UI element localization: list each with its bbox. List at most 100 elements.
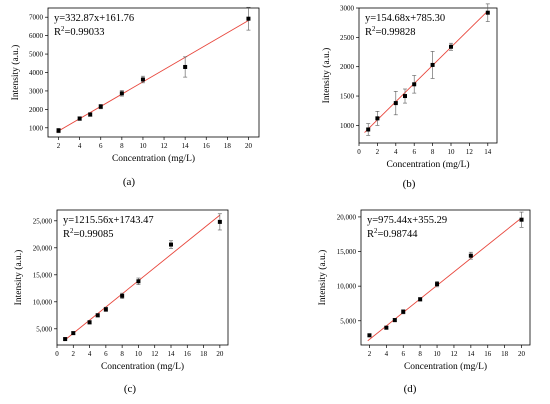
data-point — [183, 64, 188, 69]
r-squared-sup: 2 — [374, 227, 378, 235]
y-tick-label: 2500 — [340, 34, 355, 42]
plot-frame — [360, 209, 531, 346]
data-point — [366, 127, 371, 132]
x-tick-label: 8 — [120, 142, 124, 150]
data-point — [485, 10, 490, 15]
x-axis-label: Concentration (mg/L) — [386, 159, 469, 170]
r-squared: R2=0.99085 — [63, 227, 114, 240]
data-point — [71, 331, 76, 336]
r-squared-sup: 2 — [70, 227, 74, 235]
panel-label: (c) — [124, 383, 137, 395]
x-tick-label: 10 — [135, 350, 143, 358]
y-tick-label: 15,000 — [337, 248, 357, 256]
y-tick-label: 2000 — [29, 106, 44, 114]
panel-label: (a) — [123, 176, 136, 188]
y-tick-label: 2000 — [340, 63, 355, 71]
x-tick-label: 10 — [434, 350, 442, 358]
x-tick-label: 10 — [448, 148, 456, 156]
data-point — [418, 297, 423, 302]
data-point — [403, 94, 407, 99]
x-tick-label: 12 — [161, 142, 169, 150]
x-tick-label: 4 — [88, 350, 92, 358]
plot-frame — [358, 7, 498, 144]
r-squared: R2=0.98744 — [367, 227, 418, 240]
x-axis-label: Concentration (mg/L) — [112, 153, 195, 164]
y-tick-label: 5,000 — [36, 325, 52, 333]
y-tick-label: 3000 — [340, 5, 355, 13]
x-tick-label: 12 — [466, 148, 474, 156]
r-squared-prefix: R — [367, 229, 374, 240]
fit-equation: y=154.68x+785.30 — [365, 13, 445, 24]
x-tick-label: 6 — [402, 350, 406, 358]
data-point — [169, 242, 173, 247]
panel-label: (d) — [404, 383, 417, 395]
data-point — [87, 320, 92, 325]
y-tick-label: 4000 — [29, 69, 44, 77]
chart-panel-2: 0 2 4 6 8 10 12 14 1000 1500 2000 2500 3000 y=154.68x… — [321, 3, 498, 190]
x-tick-label: 14 — [182, 142, 190, 150]
x-tick-label: 6 — [99, 142, 103, 150]
r-squared-value: =0.99828 — [376, 27, 416, 38]
x-tick-label: 12 — [450, 350, 458, 358]
data-point — [430, 62, 435, 67]
x-tick-label: 18 — [501, 350, 509, 358]
data-point — [140, 77, 145, 82]
panel-label: (b) — [403, 178, 416, 190]
y-tick-label: 7000 — [29, 14, 44, 22]
data-point — [393, 101, 398, 106]
x-tick-label: 10 — [139, 142, 147, 150]
x-tick-label: 14 — [168, 350, 176, 358]
y-tick-label: 5000 — [29, 51, 44, 59]
x-tick-label: 0 — [357, 148, 361, 156]
fit-line — [63, 214, 221, 342]
fit-line — [364, 10, 489, 133]
x-tick-label: 16 — [484, 350, 492, 358]
x-tick-label: 16 — [184, 350, 192, 358]
data-point — [519, 217, 524, 222]
data-point — [98, 104, 103, 109]
r-squared-value: =0.99085 — [74, 229, 114, 240]
data-point — [95, 313, 100, 318]
x-axis-label: Concentration (mg/L) — [404, 361, 487, 372]
r-squared-prefix: R — [365, 27, 372, 38]
data-point — [412, 82, 417, 87]
x-tick-label: 20 — [518, 350, 526, 358]
data-point — [63, 337, 68, 342]
fit-equation: y=332.87x+161.76 — [54, 13, 134, 24]
x-tick-label: 2 — [57, 142, 61, 150]
data-point — [217, 219, 222, 224]
y-tick-label: 1000 — [29, 124, 44, 132]
r-squared-sup: 2 — [372, 25, 376, 33]
y-tick-label: 10,000 — [337, 283, 357, 291]
x-tick-label: 18 — [224, 142, 232, 150]
data-point — [435, 282, 440, 287]
data-point — [375, 116, 380, 121]
x-tick-label: 20 — [216, 350, 224, 358]
chart-panel-3: 0 2 4 6 8 10 12 14 16 18 20 5,000 10,000 15,000 20,000… — [13, 209, 229, 395]
y-tick-label: 1500 — [340, 93, 355, 101]
data-point — [119, 91, 124, 96]
y-tick-label: 20,000 — [337, 213, 357, 221]
data-point — [449, 44, 453, 49]
data-point — [367, 333, 372, 338]
y-tick-label: 5,000 — [340, 317, 356, 325]
x-tick-label: 2 — [376, 148, 380, 156]
y-axis-label: Intensity (a.u.) — [13, 250, 24, 306]
x-tick-label: 12 — [151, 350, 159, 358]
r-squared-prefix: R — [63, 229, 70, 240]
data-point — [401, 309, 406, 314]
x-tick-label: 0 — [55, 350, 59, 358]
x-tick-label: 4 — [78, 142, 82, 150]
data-point — [136, 279, 141, 284]
data-point — [103, 307, 108, 312]
chart-panel-1: 2 4 6 8 10 12 14 16 18 20 1000 2000 3000 4000 5000 6000… — [10, 6, 260, 188]
data-point — [88, 112, 93, 117]
x-axis-label: Concentration (mg/L) — [101, 361, 184, 372]
x-tick-label: 4 — [385, 350, 389, 358]
data-point — [246, 16, 251, 21]
x-tick-label: 18 — [200, 350, 208, 358]
r-squared-prefix: R — [54, 27, 61, 38]
y-tick-label: 15,000 — [33, 271, 53, 279]
data-point — [468, 253, 473, 258]
